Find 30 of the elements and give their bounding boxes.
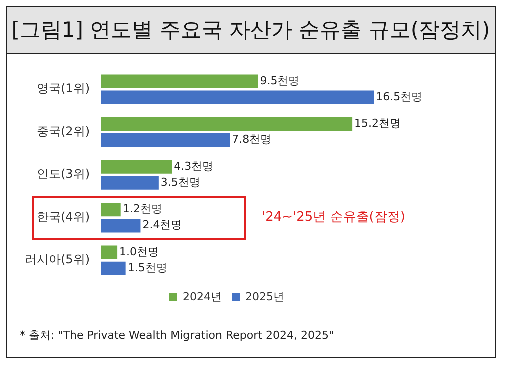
data-label: 1.2천명 <box>122 202 162 216</box>
bar <box>101 262 126 276</box>
data-label: 7.8천명 <box>232 133 272 146</box>
bar <box>101 219 141 233</box>
bar <box>101 90 374 104</box>
bar <box>101 176 159 190</box>
y-tick-label: 중국(2위) <box>37 124 90 138</box>
data-label: 1.0천명 <box>120 245 160 258</box>
y-tick-label: 영국(1위) <box>37 82 90 96</box>
data-label: 9.5천명 <box>260 74 300 88</box>
y-tick-label: 인도(3위) <box>37 167 90 182</box>
bar <box>101 246 118 260</box>
data-label: 15.2천명 <box>354 117 402 130</box>
data-label: 16.5천명 <box>376 90 423 104</box>
bar <box>101 134 230 148</box>
annotation: '24~'25년 순유출(잠정) <box>262 210 406 226</box>
data-label: 4.3천명 <box>174 160 214 173</box>
data-label: 2.4천명 <box>142 218 182 232</box>
y-tick-label: 러시아(5위) <box>25 252 90 267</box>
bar <box>101 203 121 217</box>
y-tick-label: 한국(4위) <box>37 210 90 224</box>
data-label: 3.5천명 <box>160 176 200 189</box>
bar <box>101 118 353 132</box>
bar <box>101 160 172 174</box>
data-label: 1.5천명 <box>128 261 168 274</box>
bar <box>101 74 258 88</box>
legend-label: 2025년 <box>246 290 284 304</box>
legend-label: 2024년 <box>183 290 222 304</box>
text: * 출처: "The Private Wealth Migration Report 2024, 2025" <box>20 328 334 343</box>
chart-title: [그림1] 연도별 주요국 자산가 순유출 규모(잠정치) <box>7 7 495 54</box>
